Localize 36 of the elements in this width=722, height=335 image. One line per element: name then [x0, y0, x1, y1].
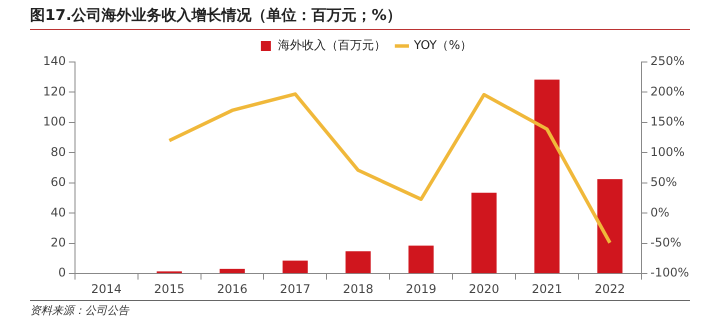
legend-label: 海外收入（百万元）	[278, 38, 386, 52]
y-tick-label: 80	[50, 144, 66, 159]
x-tick-label: 2015	[154, 282, 185, 296]
y-tick-label: 100	[43, 114, 66, 129]
bar	[534, 80, 560, 274]
x-tick-label: 2017	[280, 282, 310, 296]
y2-tick-label: -50%	[650, 235, 682, 250]
y-tick-label: 140	[43, 54, 66, 68]
y2-tick-label: 150%	[650, 114, 685, 129]
y-tick-label: 40	[50, 205, 66, 220]
x-tick-label: 2020	[468, 282, 500, 296]
y-tick-label: 120	[43, 84, 66, 98]
y-tick-label: 0	[58, 266, 66, 280]
legend-label: YOY（%）	[412, 38, 472, 52]
x-tick-label: 2014	[91, 282, 122, 296]
x-tick-label: 2018	[342, 282, 374, 296]
y-tick-label: 20	[50, 235, 66, 250]
bar	[471, 192, 497, 274]
y2-tick-label: 200%	[650, 84, 685, 98]
chart-title: 图17.公司海外业务收入增长情况（单位：百万元；%）	[30, 6, 690, 30]
y2-tick-label: 100%	[650, 144, 685, 159]
y2-tick-label: -100%	[650, 266, 690, 280]
y-tick-label: 60	[50, 175, 66, 190]
y2-tick-label: 250%	[650, 54, 685, 68]
bar	[346, 251, 371, 274]
bar	[282, 260, 308, 274]
x-tick-label: 2021	[532, 282, 562, 296]
text: 资料来源：公司公告	[30, 300, 690, 318]
bar	[220, 268, 245, 274]
x-tick-label: 2022	[594, 282, 626, 296]
x-tick-label: 2016	[216, 282, 248, 296]
y2-tick-label: 0%	[650, 205, 670, 220]
bar	[408, 246, 434, 274]
bar	[597, 179, 622, 274]
x-tick-label: 2019	[406, 282, 436, 296]
y2-tick-label: 50%	[650, 175, 678, 190]
